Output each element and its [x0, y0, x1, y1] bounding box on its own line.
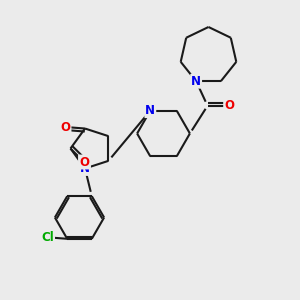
Text: N: N: [191, 75, 201, 88]
Text: Cl: Cl: [41, 231, 54, 244]
Text: N: N: [80, 162, 90, 175]
Text: O: O: [61, 121, 70, 134]
Text: O: O: [79, 155, 89, 169]
Text: O: O: [224, 99, 234, 112]
Text: N: N: [145, 104, 155, 117]
